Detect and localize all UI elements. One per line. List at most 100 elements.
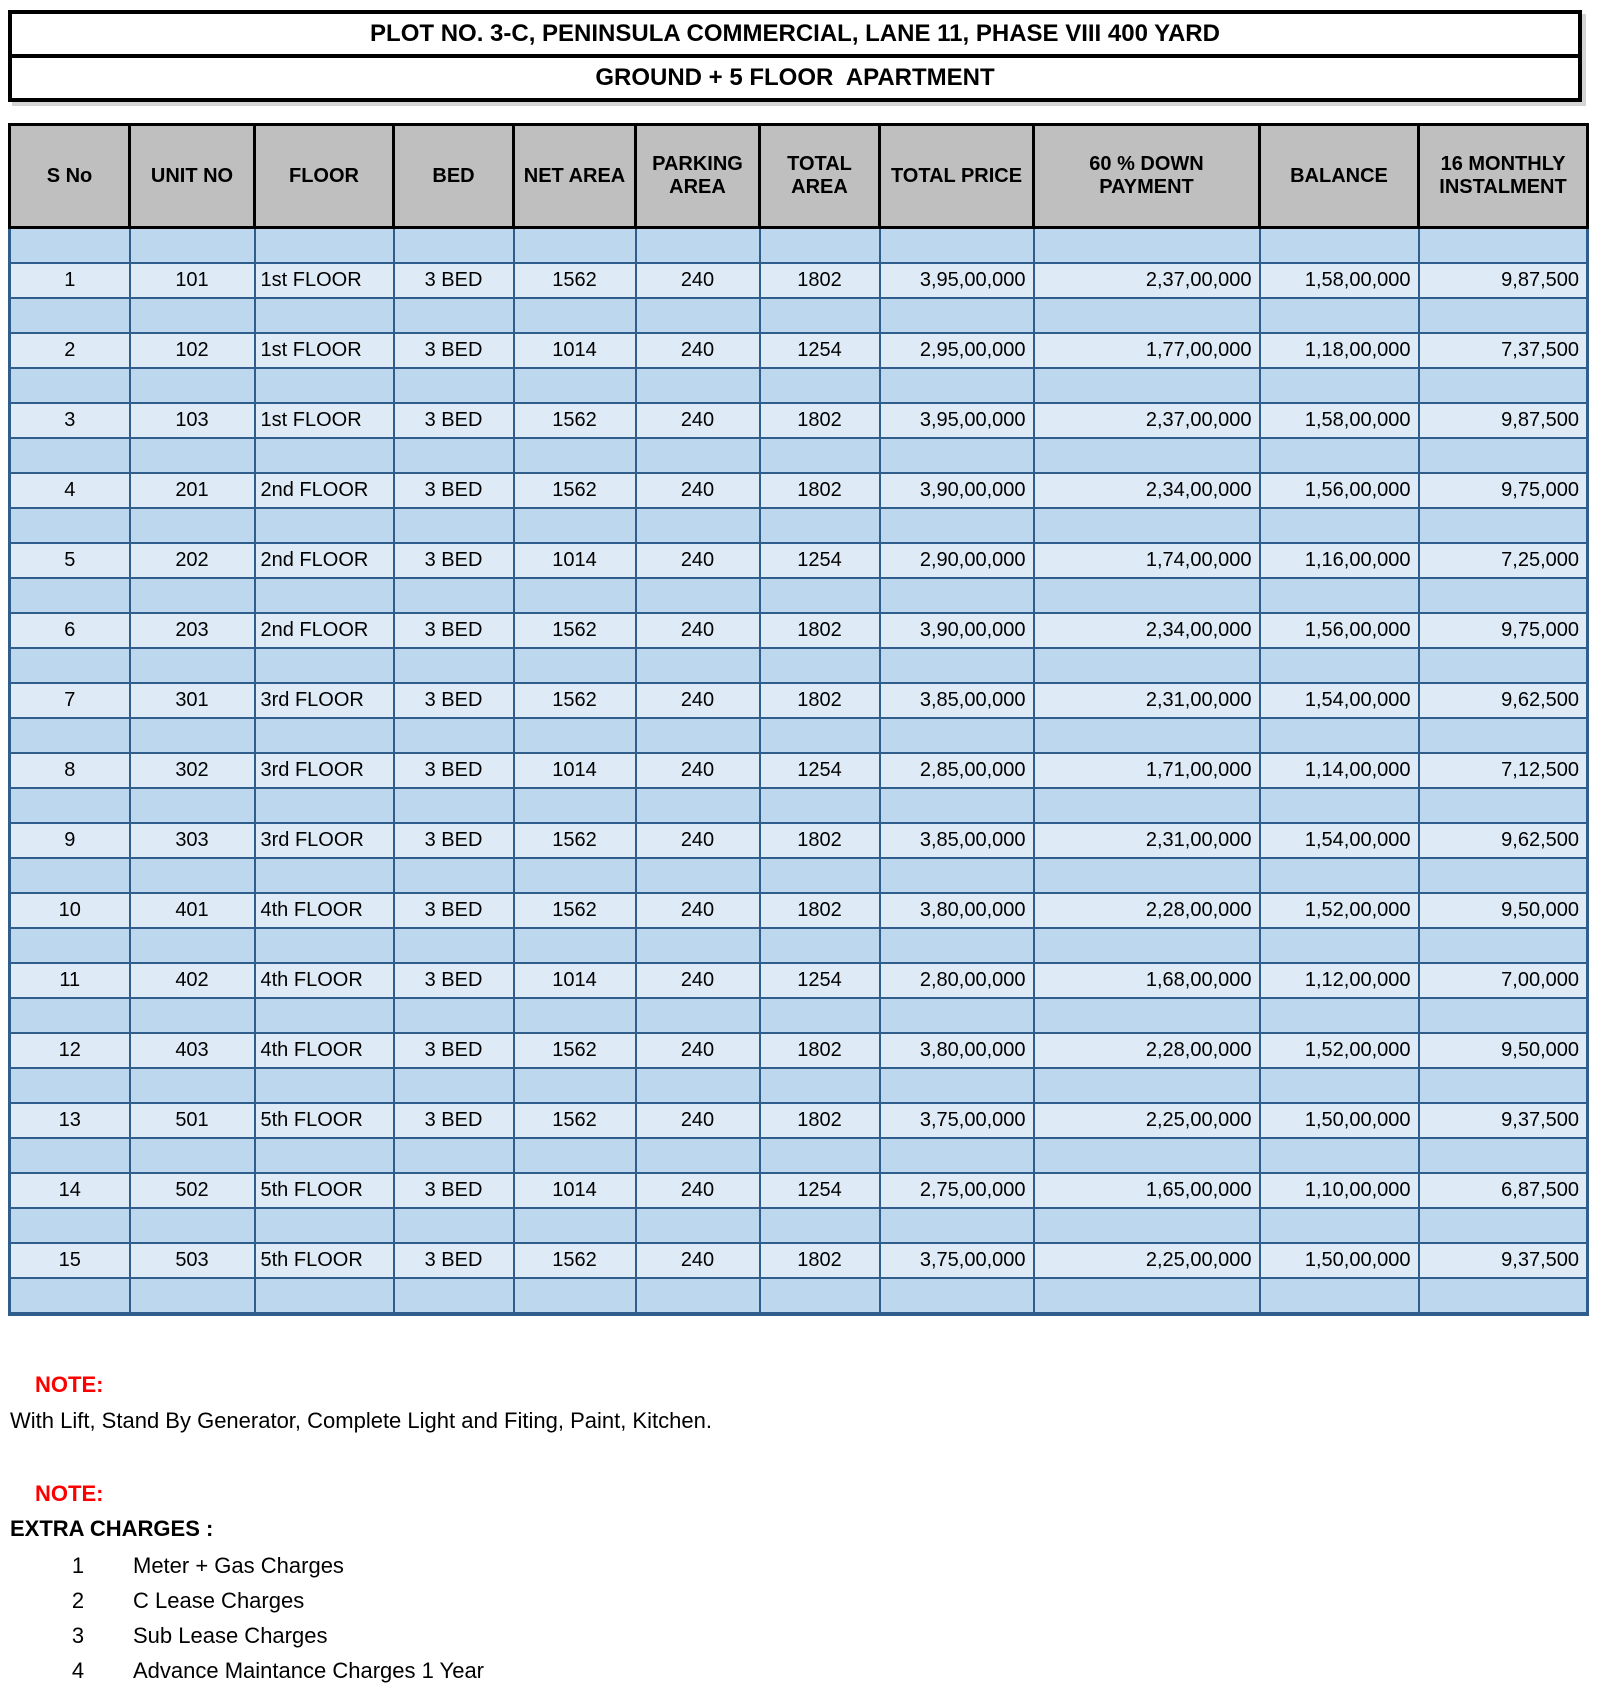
spacer-cell <box>128 507 256 544</box>
spacer-cell <box>392 997 515 1034</box>
cell-floor: 3rd FLOOR <box>253 822 395 859</box>
spacer-cell <box>1032 1067 1261 1104</box>
cell-instalment: 9,37,500 <box>1417 1102 1589 1139</box>
cell-balance: 1,54,00,000 <box>1258 682 1420 719</box>
spacer-row <box>8 997 1589 1034</box>
spacer-cell <box>1417 297 1589 334</box>
cell-parking-area: 240 <box>634 682 761 719</box>
cell-s-no: 10 <box>8 892 131 929</box>
spacer-cell <box>512 1277 637 1316</box>
spacer-cell <box>634 1067 761 1104</box>
spacer-cell <box>1258 437 1420 474</box>
spacer-cell <box>878 717 1035 754</box>
cell-s-no: 3 <box>8 402 131 439</box>
cell-floor: 4th FLOOR <box>253 1032 395 1069</box>
cell-unit-no: 402 <box>128 962 256 999</box>
extra-charge-text: Sub Lease Charges <box>133 1622 328 1648</box>
cell-parking-area: 240 <box>634 1102 761 1139</box>
spacer-row <box>8 927 1589 964</box>
spacer-cell <box>392 647 515 684</box>
spacer-cell <box>1032 1207 1261 1244</box>
spacer-cell <box>128 1137 256 1174</box>
unit-row: 5 202 2nd FLOOR 3 BED 1014 240 1254 2,90… <box>8 542 1589 579</box>
extra-charge-item: 2 C Lease Charges <box>8 1583 1592 1618</box>
cell-s-no: 13 <box>8 1102 131 1139</box>
spacer-cell <box>634 997 761 1034</box>
extra-charges-heading: EXTRA CHARGES : <box>10 1516 214 1541</box>
cell-total-area: 1254 <box>758 962 881 999</box>
spacer-cell <box>1417 997 1589 1034</box>
header-s-no: S No <box>8 123 131 229</box>
spacer-row <box>8 437 1589 474</box>
cell-bed: 3 BED <box>392 612 515 649</box>
spacer-cell <box>878 437 1035 474</box>
cell-balance: 1,16,00,000 <box>1258 542 1420 579</box>
spacer-cell <box>8 1067 131 1104</box>
cell-total-area: 1254 <box>758 542 881 579</box>
spacer-cell <box>1032 226 1261 264</box>
cell-s-no: 7 <box>8 682 131 719</box>
spacer-cell <box>128 437 256 474</box>
cell-balance: 1,56,00,000 <box>1258 472 1420 509</box>
spacer-cell <box>634 367 761 404</box>
cell-unit-no: 502 <box>128 1172 256 1209</box>
spacer-cell <box>512 507 637 544</box>
cell-unit-no: 401 <box>128 892 256 929</box>
note-label-1: NOTE: <box>35 1372 104 1397</box>
cell-down-payment: 1,68,00,000 <box>1032 962 1261 999</box>
cell-balance: 1,52,00,000 <box>1258 1032 1420 1069</box>
unit-row: 14 502 5th FLOOR 3 BED 1014 240 1254 2,7… <box>8 1172 1589 1209</box>
spacer-cell <box>392 297 515 334</box>
spacer-cell <box>128 927 256 964</box>
cell-total-area: 1802 <box>758 682 881 719</box>
cell-net-area: 1562 <box>512 892 637 929</box>
cell-balance: 1,10,00,000 <box>1258 1172 1420 1209</box>
cell-bed: 3 BED <box>392 892 515 929</box>
spacer-row <box>8 297 1589 334</box>
note-label-2: NOTE: <box>35 1481 104 1506</box>
cell-parking-area: 240 <box>634 542 761 579</box>
extra-charge-text: Meter + Gas Charges <box>133 1552 344 1578</box>
spacer-cell <box>253 927 395 964</box>
cell-total-area: 1254 <box>758 1172 881 1209</box>
cell-bed: 3 BED <box>392 682 515 719</box>
spacer-row <box>8 226 1589 264</box>
spacer-cell <box>253 647 395 684</box>
extra-charge-number: 3 <box>71 1622 85 1648</box>
spacer-cell <box>634 1277 761 1316</box>
unit-row: 1 101 1st FLOOR 3 BED 1562 240 1802 3,95… <box>8 262 1589 299</box>
spacer-row <box>8 507 1589 544</box>
spacer-cell <box>128 297 256 334</box>
cell-s-no: 14 <box>8 1172 131 1209</box>
cell-down-payment: 2,37,00,000 <box>1032 262 1261 299</box>
cell-down-payment: 1,71,00,000 <box>1032 752 1261 789</box>
spacer-cell <box>253 787 395 824</box>
extra-charge-item: 3 Sub Lease Charges <box>8 1618 1592 1653</box>
cell-total-area: 1802 <box>758 472 881 509</box>
cell-down-payment: 1,65,00,000 <box>1032 1172 1261 1209</box>
spacer-cell <box>8 297 131 334</box>
spacer-cell <box>392 857 515 894</box>
spacer-row <box>8 857 1589 894</box>
spacer-row <box>8 1277 1589 1316</box>
cell-unit-no: 501 <box>128 1102 256 1139</box>
spacer-cell <box>878 927 1035 964</box>
extra-charge-item: 1 Meter + Gas Charges <box>8 1548 1592 1583</box>
cell-parking-area: 240 <box>634 1172 761 1209</box>
cell-bed: 3 BED <box>392 822 515 859</box>
cell-net-area: 1562 <box>512 1102 637 1139</box>
unit-row: 15 503 5th FLOOR 3 BED 1562 240 1802 3,7… <box>8 1242 1589 1279</box>
spacer-cell <box>8 1137 131 1174</box>
spacer-cell <box>878 1207 1035 1244</box>
spacer-cell <box>758 857 881 894</box>
cell-s-no: 2 <box>8 332 131 369</box>
spacer-cell <box>8 997 131 1034</box>
extra-charge-text: C Lease Charges <box>133 1587 305 1613</box>
spacer-cell <box>634 507 761 544</box>
cell-net-area: 1014 <box>512 752 637 789</box>
cell-floor: 5th FLOOR <box>253 1172 395 1209</box>
unit-row: 11 402 4th FLOOR 3 BED 1014 240 1254 2,8… <box>8 962 1589 999</box>
spacer-cell <box>128 647 256 684</box>
unit-row: 8 302 3rd FLOOR 3 BED 1014 240 1254 2,85… <box>8 752 1589 789</box>
